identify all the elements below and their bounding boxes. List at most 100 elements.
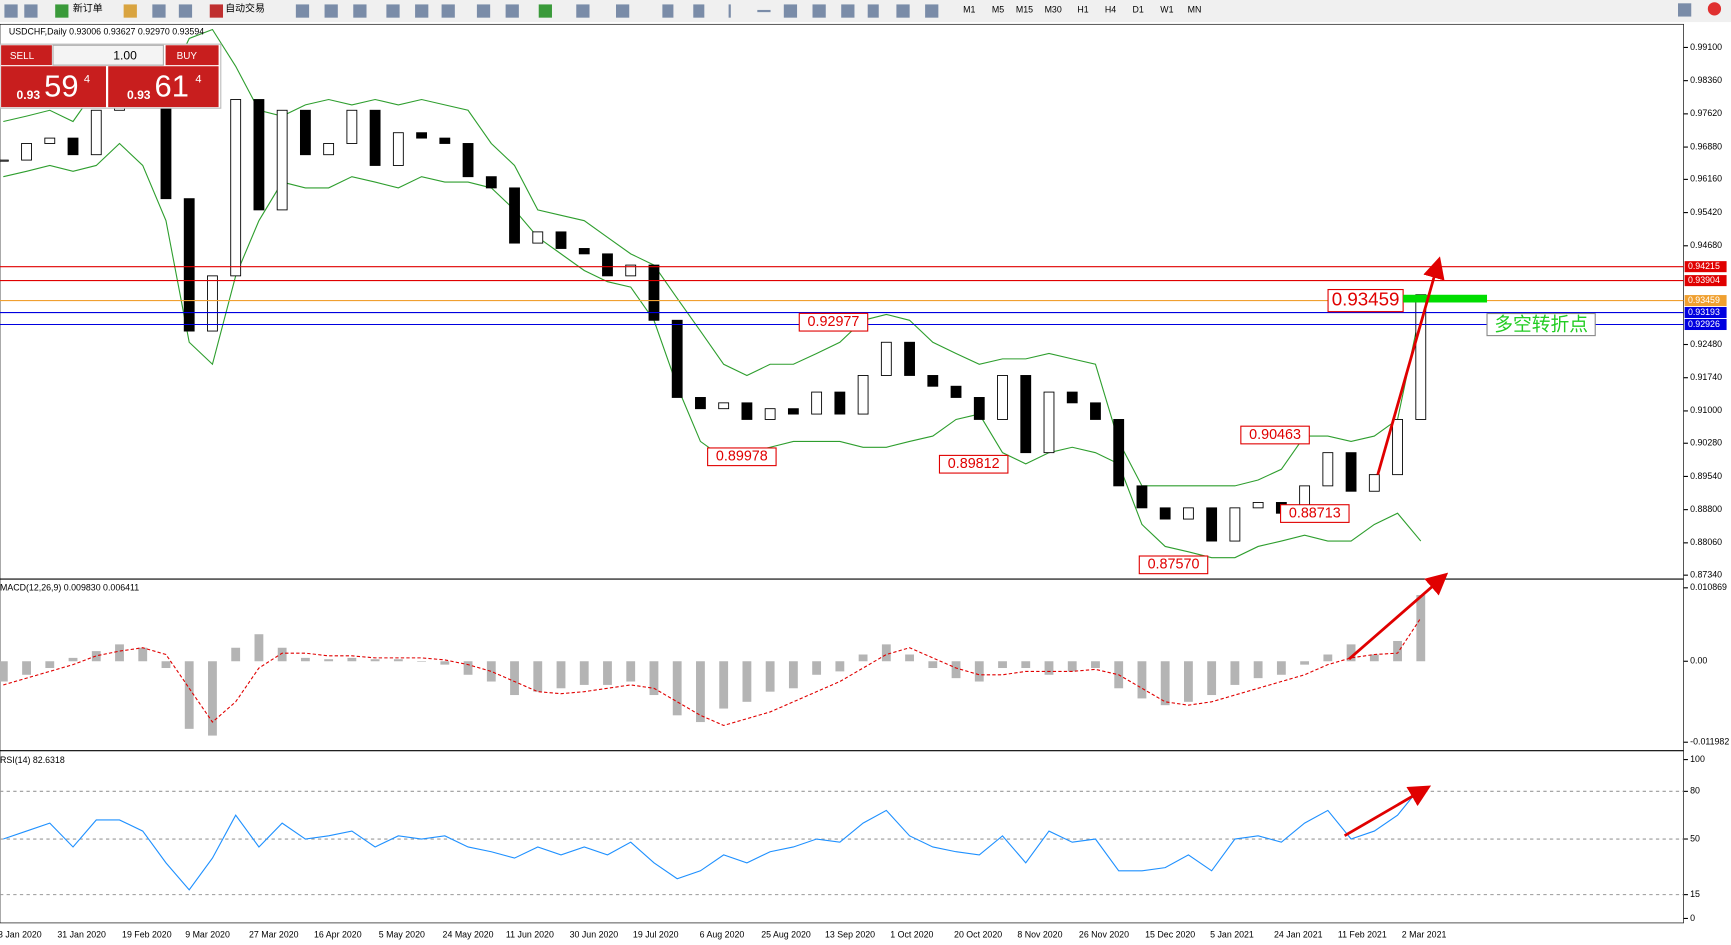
annotation-box bbox=[1486, 312, 1596, 337]
histogram-bar bbox=[300, 657, 310, 662]
histogram-bar bbox=[1346, 644, 1356, 662]
x-tick-label: 27 Mar 2020 bbox=[249, 929, 299, 939]
price-label: 0.87570 bbox=[1148, 557, 1200, 573]
candle bbox=[346, 109, 358, 144]
y-tick-label: 50 bbox=[1690, 833, 1700, 843]
histogram-bar bbox=[370, 659, 380, 662]
histogram-bar bbox=[1369, 654, 1379, 662]
candle bbox=[439, 137, 451, 144]
histogram-bar bbox=[45, 661, 55, 669]
timeframe-button[interactable]: M30 bbox=[1045, 4, 1062, 14]
chart-area bbox=[0, 23, 1684, 924]
histogram-bar bbox=[463, 661, 473, 675]
price-label-box bbox=[707, 447, 777, 467]
level-tag bbox=[1684, 295, 1727, 307]
candle bbox=[1229, 507, 1241, 542]
candle bbox=[1415, 294, 1427, 420]
price-label: 0.89812 bbox=[948, 456, 1000, 472]
chart-layer: 3 Jan 2020 31 Jan 2020 19 Feb 2020 9 Mar 20… bbox=[0, 28, 1729, 939]
price-label-box bbox=[1138, 555, 1209, 575]
lots-input[interactable] bbox=[52, 44, 164, 66]
y-tick-label: 0.00 bbox=[1690, 656, 1707, 666]
timeframe-button[interactable]: M15 bbox=[1016, 4, 1033, 14]
price-label-box bbox=[798, 312, 869, 332]
candle bbox=[369, 109, 381, 166]
timeframe-button[interactable]: D1 bbox=[1133, 4, 1144, 14]
y-tick-label: -0.011982 bbox=[1690, 737, 1729, 747]
arrow bbox=[1343, 785, 1432, 837]
histogram-bar bbox=[626, 661, 636, 682]
price-pips: 59 bbox=[44, 68, 78, 103]
timeframe-button[interactable]: M5 bbox=[992, 4, 1004, 14]
candle bbox=[625, 264, 637, 277]
candle bbox=[973, 397, 985, 420]
histogram-bar bbox=[1416, 595, 1426, 662]
candle bbox=[578, 248, 590, 255]
candle bbox=[67, 137, 79, 156]
y-tick-label: 0.92480 bbox=[1690, 339, 1722, 349]
timeframe-button[interactable]: W1 bbox=[1160, 4, 1173, 14]
histogram-bar bbox=[951, 661, 961, 679]
sell-button[interactable] bbox=[1, 45, 52, 66]
candle bbox=[1322, 452, 1334, 487]
candle bbox=[323, 143, 335, 156]
histogram-bar bbox=[1207, 661, 1217, 696]
histogram-bar bbox=[1323, 654, 1333, 662]
price-label-box bbox=[938, 454, 1009, 474]
lots-value: 1.00 bbox=[113, 49, 137, 63]
y-tick-label: 0.88060 bbox=[1690, 537, 1722, 547]
candle bbox=[416, 132, 427, 139]
buy-label: BUY bbox=[177, 51, 198, 62]
histogram-bar bbox=[417, 661, 426, 662]
chart-title: USDCHF,Daily 0.93006 0.93627 0.92970 0.9… bbox=[9, 26, 204, 36]
candle bbox=[904, 341, 915, 376]
sell-price[interactable] bbox=[1, 66, 106, 108]
candle bbox=[1345, 452, 1357, 492]
buy-button[interactable] bbox=[165, 45, 219, 66]
x-tick-label: 6 Aug 2020 bbox=[700, 929, 745, 939]
price-label: 0.89978 bbox=[716, 449, 768, 465]
x-tick-label: 3 Jan 2020 bbox=[0, 929, 42, 939]
x-tick-label: 30 Jun 2020 bbox=[570, 929, 619, 939]
candle bbox=[718, 402, 730, 410]
histogram-bar bbox=[835, 661, 845, 672]
new-order-button[interactable]: 新订单 bbox=[73, 1, 103, 14]
candle bbox=[671, 319, 683, 398]
price-big: 0.93 bbox=[127, 88, 151, 102]
price-label-box bbox=[1280, 504, 1350, 523]
level-callout-text: 0.93459 bbox=[1332, 289, 1400, 310]
timeframe-button[interactable]: M1 bbox=[963, 4, 975, 14]
price-label: 0.90463 bbox=[1249, 427, 1301, 443]
histogram-bar bbox=[974, 661, 984, 682]
histogram-bar bbox=[905, 654, 914, 662]
trade-panel: SELL 1.00 BUY 0.93 59 4 0.93 61 4 bbox=[0, 43, 222, 109]
x-tick-label: 2 Mar 2021 bbox=[1402, 929, 1447, 939]
histogram-bar bbox=[510, 661, 519, 696]
toolbar-icons bbox=[4, 2, 1722, 18]
candle bbox=[485, 176, 497, 189]
level-tag bbox=[1684, 261, 1727, 273]
candle bbox=[1066, 391, 1078, 404]
timeframe-button[interactable]: H1 bbox=[1077, 4, 1088, 14]
histogram-bar bbox=[138, 647, 148, 662]
candle bbox=[160, 104, 172, 200]
histogram-bar bbox=[672, 661, 682, 716]
timeframe-button[interactable]: H4 bbox=[1105, 4, 1116, 14]
histogram-bar bbox=[161, 661, 171, 669]
candle bbox=[857, 375, 869, 415]
price-label: 0.92977 bbox=[808, 314, 860, 330]
auto-trading-button[interactable]: 自动交易 bbox=[225, 1, 265, 14]
candle bbox=[950, 385, 962, 398]
x-tick-label: 24 May 2020 bbox=[443, 929, 494, 939]
x-tick-label: 15 Dec 2020 bbox=[1145, 929, 1195, 939]
candle bbox=[21, 143, 32, 161]
histogram-bar bbox=[719, 661, 729, 709]
candle bbox=[648, 264, 660, 321]
histogram-bar bbox=[556, 661, 566, 689]
buy-price[interactable] bbox=[108, 66, 219, 108]
candle bbox=[695, 397, 706, 410]
histogram-bar bbox=[208, 661, 217, 736]
histogram-bar bbox=[0, 661, 8, 682]
timeframe-button[interactable]: MN bbox=[1188, 4, 1202, 14]
